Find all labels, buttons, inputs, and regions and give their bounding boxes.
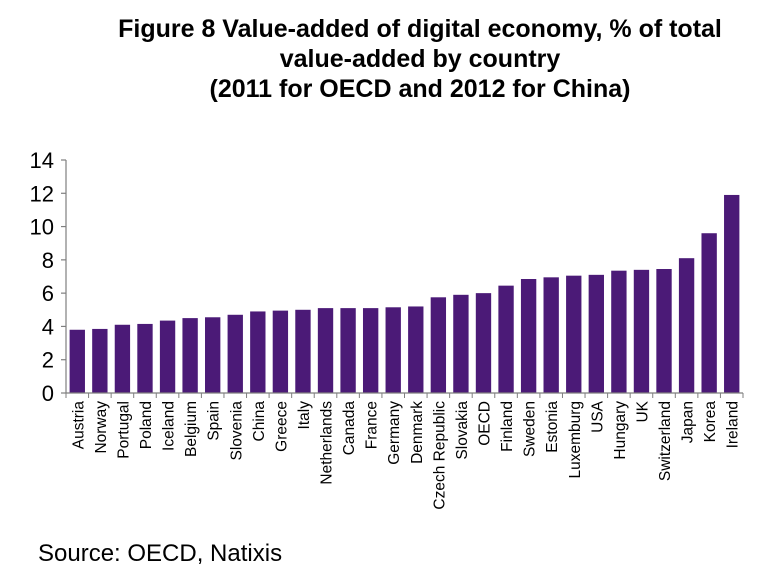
bar-china: [250, 311, 266, 393]
bar-greece: [272, 310, 289, 393]
y-tick-label: 12: [30, 181, 54, 206]
bar-france: [362, 308, 379, 393]
x-tick-label: Switzerland: [657, 401, 674, 481]
bar-hungary: [611, 270, 627, 393]
x-tick-label: Slovakia: [454, 401, 471, 460]
y-tick-label: 14: [30, 148, 54, 173]
x-tick-label: Ireland: [725, 401, 742, 448]
bar-austria: [69, 329, 85, 393]
source-note: Source: OECD, Natixis: [38, 540, 283, 567]
bar-uk: [633, 269, 650, 393]
y-tick-label: 2: [42, 348, 54, 373]
bar-belgium: [182, 318, 198, 393]
bar-czech-republic: [430, 297, 447, 393]
bar-korea: [701, 233, 717, 393]
bar-norway: [92, 328, 108, 393]
bar-poland: [137, 323, 153, 393]
bar-japan: [678, 258, 695, 393]
title-line-3: (2011 for OECD and 2012 for China): [209, 75, 631, 103]
bar-usa: [588, 274, 604, 393]
x-tick-label: Portugal: [115, 401, 132, 459]
x-tick-label: Denmark: [409, 401, 426, 464]
bar-finland: [498, 285, 514, 393]
title-line-1: Figure 8 Value-added of digital economy,…: [118, 15, 722, 43]
x-tick-label: Greece: [273, 401, 290, 452]
x-tick-label: Canada: [341, 401, 358, 456]
x-tick-label: China: [251, 401, 268, 442]
bar-luxemburg: [566, 275, 582, 393]
y-tick-label: 6: [42, 281, 54, 306]
bar-spain: [205, 317, 221, 393]
bar-switzerland: [656, 269, 672, 393]
bar-italy: [295, 309, 311, 393]
x-tick-label: Estonia: [544, 401, 561, 453]
x-tick-label: Norway: [93, 401, 110, 454]
bar-canada: [340, 308, 356, 393]
y-tick-label: 8: [42, 248, 54, 273]
x-tick-label: Czech Republic: [431, 401, 448, 510]
x-tick-label: Netherlands: [319, 401, 336, 485]
y-tick-label: 10: [30, 215, 54, 240]
x-tick-label: Italy: [296, 401, 313, 430]
x-tick-label: UK: [634, 400, 651, 422]
x-tick-label: Spain: [206, 401, 223, 441]
bar-germany: [385, 307, 401, 393]
bar-estonia: [543, 277, 559, 393]
x-tick-label: Austria: [70, 401, 87, 450]
bar-netherlands: [317, 308, 334, 393]
x-tick-label: Sweden: [522, 401, 539, 457]
bar-ireland: [724, 194, 740, 393]
x-tick-label: Poland: [138, 401, 155, 449]
x-tick-label: Belgium: [183, 401, 200, 457]
x-tick-label: Hungary: [612, 401, 629, 460]
x-tick-label: USA: [589, 400, 606, 433]
bar-iceland: [159, 320, 176, 393]
bar-slovakia: [453, 294, 469, 393]
x-tick-label: Slovenia: [228, 401, 245, 461]
bar-sweden: [520, 279, 537, 393]
x-tick-label: Luxemburg: [567, 401, 584, 479]
x-tick-label: Iceland: [161, 401, 178, 451]
bar-denmark: [408, 306, 424, 393]
y-tick-label: 0: [42, 381, 54, 406]
x-tick-label: OECD: [476, 401, 493, 446]
bar-slovenia: [227, 314, 243, 393]
bar-portugal: [114, 324, 131, 393]
x-tick-label: Korea: [702, 401, 719, 443]
chart-title: Figure 8 Value-added of digital economy,…: [0, 14, 760, 104]
x-tick-label: Finland: [499, 401, 516, 452]
title-line-2: value-added by country: [279, 45, 561, 73]
y-tick-label: 4: [42, 314, 54, 339]
x-tick-label: France: [364, 401, 381, 449]
bar-oecd: [475, 293, 492, 393]
x-tick-label: Japan: [680, 401, 697, 443]
x-tick-label: Germany: [386, 401, 403, 465]
